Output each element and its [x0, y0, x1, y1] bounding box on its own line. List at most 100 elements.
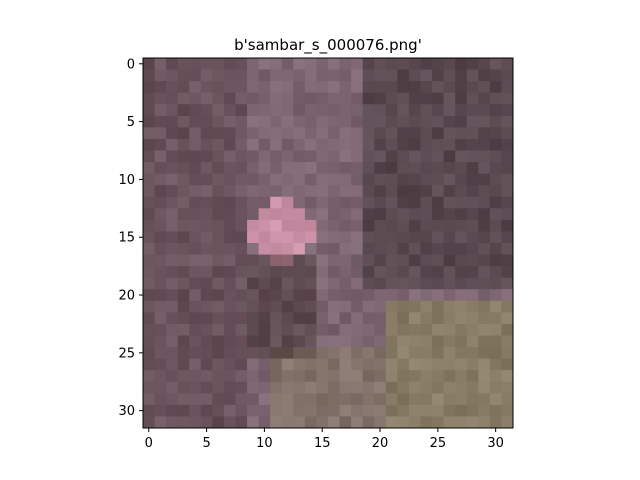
image-pixel: [478, 266, 491, 279]
image-pixel: [235, 358, 248, 371]
image-pixel: [397, 58, 410, 71]
image-pixel: [489, 196, 502, 209]
image-pixel: [351, 347, 364, 360]
image-pixel: [385, 81, 398, 94]
image-pixel: [466, 58, 479, 71]
image-pixel: [143, 381, 156, 394]
image-pixel: [223, 254, 236, 267]
image-pixel: [316, 231, 329, 244]
image-pixel: [374, 300, 387, 313]
image-pixel: [316, 289, 329, 302]
image-pixel: [154, 289, 167, 302]
image-pixel: [270, 300, 283, 313]
image-pixel: [304, 69, 317, 82]
image-pixel: [223, 416, 236, 429]
image-pixel: [304, 358, 317, 371]
image-pixel: [166, 393, 179, 406]
image-pixel: [293, 312, 306, 325]
image-pixel: [293, 196, 306, 209]
image-pixel: [247, 81, 260, 94]
image-pixel: [258, 150, 271, 163]
image-pixel: [339, 81, 352, 94]
image-pixel: [270, 81, 283, 94]
image-pixel: [432, 173, 445, 186]
image-pixel: [455, 370, 468, 383]
image-pixel: [374, 358, 387, 371]
image-pixel: [408, 243, 421, 256]
image-pixel: [281, 243, 294, 256]
image-pixel: [455, 69, 468, 82]
image-pixel: [189, 335, 202, 348]
image-pixel: [501, 289, 514, 302]
image-pixel: [455, 347, 468, 360]
image-pixel: [397, 231, 410, 244]
image-pixel: [223, 69, 236, 82]
image-pixel: [443, 92, 456, 105]
image-pixel: [362, 138, 375, 151]
image-pixel: [281, 358, 294, 371]
image-pixel: [408, 323, 421, 336]
image-pixel: [328, 196, 341, 209]
image-pixel: [212, 208, 225, 221]
image-pixel: [478, 69, 491, 82]
image-pixel: [235, 266, 248, 279]
image-pixel: [177, 127, 190, 140]
image-pixel: [154, 300, 167, 313]
image-pixel: [223, 150, 236, 163]
image-pixel: [143, 162, 156, 175]
image-pixel: [362, 370, 375, 383]
image-pixel: [420, 323, 433, 336]
image-pixel: [351, 381, 364, 394]
image-pixel: [328, 404, 341, 417]
image-pixel: [478, 231, 491, 244]
image-pixel: [501, 416, 514, 429]
image-pixel: [235, 277, 248, 290]
image-pixel: [362, 266, 375, 279]
image-pixel: [235, 92, 248, 105]
image-pixel: [408, 347, 421, 360]
image-raster: [143, 58, 514, 429]
image-pixel: [339, 208, 352, 221]
image-pixel: [501, 266, 514, 279]
image-pixel: [189, 404, 202, 417]
image-pixel: [489, 254, 502, 267]
image-pixel: [235, 104, 248, 117]
image-pixel: [385, 300, 398, 313]
axes-frame: [142, 57, 514, 429]
image-pixel: [455, 127, 468, 140]
image-pixel: [270, 138, 283, 151]
image-pixel: [293, 289, 306, 302]
image-pixel: [443, 381, 456, 394]
image-pixel: [432, 289, 445, 302]
image-pixel: [143, 312, 156, 325]
image-pixel: [293, 370, 306, 383]
image-pixel: [223, 289, 236, 302]
image-pixel: [374, 404, 387, 417]
image-pixel: [223, 92, 236, 105]
image-pixel: [385, 162, 398, 175]
image-pixel: [501, 92, 514, 105]
image-pixel: [420, 335, 433, 348]
image-pixel: [397, 69, 410, 82]
image-pixel: [328, 289, 341, 302]
image-pixel: [443, 150, 456, 163]
image-pixel: [339, 243, 352, 256]
image-pixel: [212, 266, 225, 279]
image-pixel: [293, 254, 306, 267]
image-pixel: [501, 277, 514, 290]
image-pixel: [247, 58, 260, 71]
image-pixel: [258, 393, 271, 406]
image-pixel: [293, 69, 306, 82]
image-pixel: [143, 208, 156, 221]
image-pixel: [154, 104, 167, 117]
image-pixel: [304, 335, 317, 348]
image-pixel: [432, 196, 445, 209]
image-pixel: [455, 254, 468, 267]
image-pixel: [489, 381, 502, 394]
image-pixel: [154, 208, 167, 221]
image-pixel: [143, 219, 156, 232]
image-pixel: [177, 150, 190, 163]
image-pixel: [339, 347, 352, 360]
image-pixel: [478, 358, 491, 371]
x-tick-label: 30: [487, 436, 504, 451]
